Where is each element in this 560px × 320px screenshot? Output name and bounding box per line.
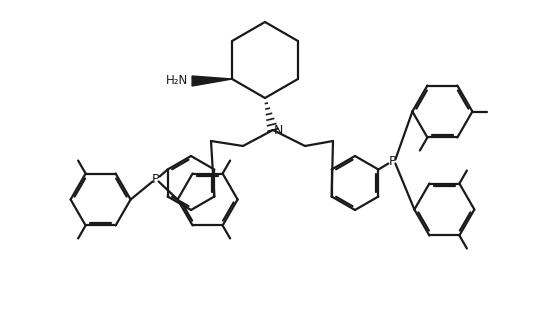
- Text: P: P: [389, 155, 396, 168]
- Polygon shape: [192, 76, 232, 86]
- Text: N: N: [274, 124, 283, 138]
- Text: H₂N: H₂N: [166, 75, 188, 87]
- Text: P: P: [152, 173, 160, 186]
